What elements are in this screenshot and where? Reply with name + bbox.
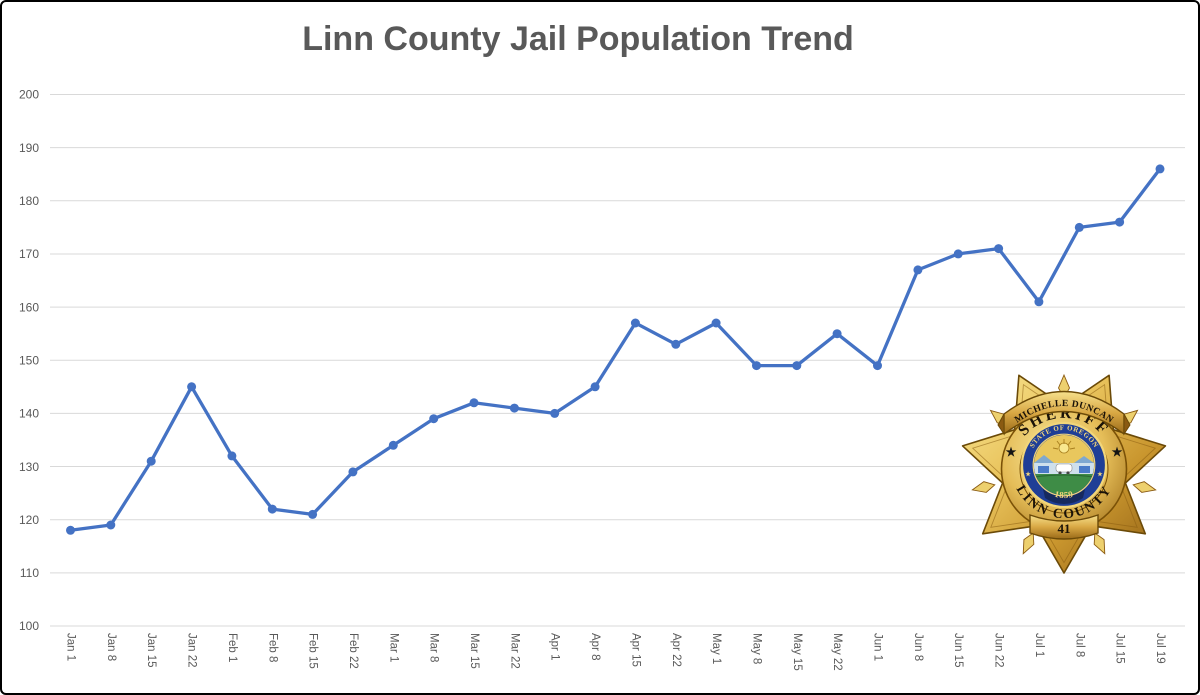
y-tick-label: 160 [19, 300, 39, 314]
data-point-marker [832, 329, 842, 339]
data-point-marker [550, 408, 560, 418]
x-tick-label: Mar 15 [468, 633, 480, 669]
x-tick-label: Jun 22 [993, 633, 1005, 668]
data-point-marker [308, 509, 318, 519]
x-tick-label: Mar 22 [508, 633, 520, 669]
x-tick-label: May 8 [750, 633, 762, 664]
x-tick-label: Jan 15 [145, 633, 157, 668]
data-point-marker [429, 414, 439, 424]
x-tick-label: Jul 8 [1073, 633, 1085, 657]
data-point-marker [1034, 297, 1044, 307]
data-point-marker [711, 318, 721, 328]
data-point-marker [388, 440, 398, 450]
data-point-marker [1074, 222, 1084, 232]
x-tick-label: Jan 8 [105, 633, 117, 661]
data-point-marker [994, 244, 1004, 254]
x-tick-label: Mar 1 [387, 633, 399, 662]
x-tick-label: Jun 1 [872, 633, 884, 661]
y-tick-label: 110 [20, 566, 39, 580]
x-axis-tick-labels: Jan 1 Jan 8 Jan 15 Jan 22 Feb 1 Feb 8 Feb 15 Fe… [65, 633, 1166, 671]
data-point-marker [590, 382, 600, 392]
data-point-marker [873, 361, 882, 371]
data-point-marker [1115, 217, 1125, 227]
badge-left-star-icon: ★ [1006, 445, 1017, 459]
x-tick-label: Apr 15 [629, 633, 641, 667]
seal-year-band [1043, 489, 1085, 505]
y-tick-label: 180 [19, 194, 39, 208]
data-point-marker [1155, 164, 1165, 174]
badge-number-ribbon: 41 [1029, 514, 1099, 540]
x-tick-label: Jul 19 [1154, 633, 1166, 664]
data-point-marker [66, 525, 75, 535]
data-point-marker [792, 361, 802, 371]
x-tick-label: Mar 8 [428, 633, 440, 662]
data-point-marker [227, 451, 237, 461]
x-tick-label: Apr 8 [589, 633, 601, 661]
y-tick-label: 150 [19, 353, 39, 367]
y-tick-label: 190 [19, 141, 39, 155]
x-tick-label: Feb 8 [266, 633, 278, 662]
y-tick-label: 140 [19, 407, 39, 421]
oregon-state-seal: STATE OF OREGON 1859 ★ ★ [1020, 421, 1108, 509]
data-point-marker [671, 339, 681, 349]
data-point-marker [469, 398, 479, 408]
x-tick-label: Jan 22 [186, 633, 198, 668]
badge-right-star-icon: ★ [1112, 445, 1123, 459]
x-tick-label: May 15 [791, 633, 803, 671]
x-tick-label: May 22 [831, 633, 843, 671]
data-point-marker [348, 467, 358, 477]
data-point-marker [953, 249, 963, 259]
y-tick-label: 200 [19, 88, 39, 102]
data-point-marker [187, 382, 197, 392]
x-tick-label: Jun 15 [952, 633, 964, 668]
seal-left-star-icon: ★ [1025, 471, 1031, 478]
x-tick-label: Apr 1 [549, 633, 561, 661]
seal-right-star-icon: ★ [1097, 471, 1103, 478]
x-tick-label: Jun 8 [912, 633, 924, 661]
jail-population-series [66, 164, 1165, 535]
seal-landscape-scene [1034, 435, 1094, 495]
y-tick-label: 120 [19, 513, 39, 527]
data-point-marker [752, 361, 761, 371]
seal-year-text: 1859 [1054, 489, 1075, 500]
badge-star-inner-outline [971, 383, 1157, 564]
y-tick-label: 170 [19, 247, 39, 261]
data-point-marker [913, 265, 923, 275]
x-tick-label: Apr 22 [670, 633, 682, 667]
filigree-ornament [971, 481, 996, 493]
x-tick-label: Jul 15 [1114, 633, 1126, 664]
data-point-marker [146, 456, 156, 466]
y-axis-tick-labels: 200 190 180 170 160 150 140 130 120 110 100 [19, 88, 39, 634]
chart-title: Linn County Jail Population Trend [302, 20, 854, 58]
badge-number-text: 41 [1058, 521, 1071, 536]
data-point-marker [106, 520, 116, 530]
y-tick-label: 100 [19, 619, 39, 633]
x-tick-label: Jan 1 [65, 633, 77, 661]
trend-line [68, 167, 1162, 532]
filigree-ornament [1132, 481, 1157, 493]
x-tick-label: Feb 15 [307, 633, 319, 669]
data-point-marker [630, 318, 640, 328]
data-point-marker [267, 504, 277, 514]
x-tick-label: Feb 1 [226, 633, 238, 662]
x-tick-label: Jul 1 [1033, 633, 1045, 657]
x-tick-label: May 1 [710, 633, 722, 664]
data-point-marker [509, 403, 519, 413]
sheriff-badge-logo: SHERIFF LINN COUNTY ★ ★ [961, 373, 1167, 574]
x-tick-label: Feb 22 [347, 633, 359, 669]
y-tick-label: 130 [19, 460, 39, 474]
